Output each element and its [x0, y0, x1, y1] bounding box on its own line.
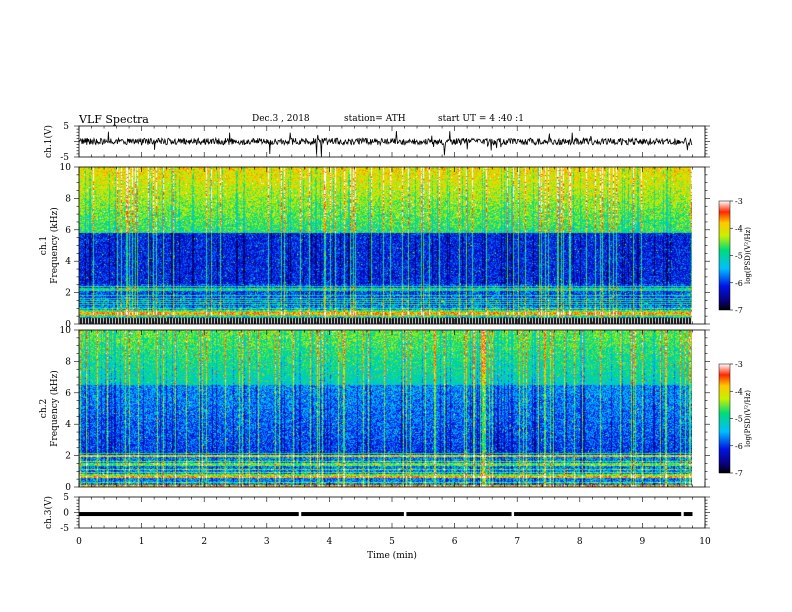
x-tick-label: 9 — [640, 537, 646, 547]
ch1-spectrogram-image — [79, 167, 692, 324]
ch1-spec-ylabel-freq: Frequency (kHz) — [49, 207, 60, 284]
ch1-spec-y-tick-label: 0 — [65, 320, 71, 330]
figure-title: VLF Spectra — [79, 113, 149, 126]
ch2-colorbar — [718, 363, 731, 474]
ch2-colorbar-tick-label: -4 — [735, 387, 743, 396]
ch3-waveform-segment — [406, 512, 512, 517]
ch1-spec-y-tick-label: 2 — [65, 289, 71, 299]
ch1-wave-ylabel: ch.1(V) — [43, 125, 54, 158]
x-tick-label: 1 — [139, 537, 145, 547]
ch1-spec-y-tick-label: 10 — [60, 163, 72, 173]
ch1-colorbar-tick-label: -4 — [735, 224, 743, 233]
ch3-wave-y-tick-label: 5 — [63, 493, 69, 503]
ch2-spectrogram-image — [79, 330, 692, 487]
ch1-colorbar-tick-label: -7 — [735, 306, 743, 315]
ch1-colorbar-tick-label: -3 — [735, 197, 743, 206]
x-tick-label: 4 — [327, 537, 333, 547]
ch2-spec-y-tick-label: 10 — [60, 326, 72, 336]
ch2-spec-y-tick-label: 8 — [65, 357, 71, 367]
header-start-ut: start UT = 4 :40 :1 — [438, 114, 524, 124]
ch1-spec-y-tick-label: 6 — [65, 226, 71, 236]
ch2-spec-y-tick-label: 4 — [65, 420, 71, 430]
ch2-colorbar-label: log(PSD)(V²/Hz) — [744, 390, 752, 447]
ch2-colorbar-tick-label: -3 — [735, 360, 743, 369]
ch3-wave-ylabel: ch.3(V) — [43, 496, 54, 529]
ch1-wave-y-tick-label: -5 — [60, 153, 69, 163]
ch1-colorbar-label: log(PSD)(V²/Hz) — [744, 227, 752, 284]
ch1-waveform-trace — [78, 130, 693, 157]
ch1-spec-y-tick-label: 4 — [65, 257, 71, 267]
x-tick-label: 3 — [264, 537, 270, 547]
ch1-colorbar-tick-label: -5 — [735, 252, 743, 261]
ch1-colorbar — [718, 200, 731, 311]
ch1-colorbar-tick-label: -6 — [735, 279, 743, 288]
x-tick-label: 10 — [699, 537, 711, 547]
ch2-spec-ylabel-freq: Frequency (kHz) — [49, 370, 60, 447]
x-axis-label: Time (min) — [367, 550, 417, 561]
ch2-spec-y-tick-label: 0 — [65, 483, 71, 493]
ch3-waveform-segment — [683, 512, 693, 517]
ch2-spec-y-tick-label: 2 — [65, 452, 71, 462]
ch1-spec-ylabel: ch.1 — [39, 236, 49, 255]
x-tick-label: 2 — [201, 537, 207, 547]
header-station: station= ATH — [344, 114, 406, 124]
x-tick-label: 8 — [577, 537, 583, 547]
x-tick-label: 7 — [514, 537, 520, 547]
ch2-colorbar-tick-label: -5 — [735, 415, 743, 424]
ch3-wave-y-tick-label: 0 — [63, 509, 69, 519]
x-tick-label: 5 — [389, 537, 395, 547]
ch3-waveform-segment — [301, 512, 404, 517]
ch3-wave-y-tick-label: -5 — [60, 524, 69, 534]
ch1-wave-y-tick-label: 5 — [63, 122, 69, 132]
ch3-waveform-segment — [514, 512, 682, 517]
ch2-colorbar-tick-label: -6 — [735, 442, 743, 451]
header-date: Dec.3 , 2018 — [252, 114, 310, 124]
x-tick-label: 0 — [76, 537, 82, 547]
ch2-spec-y-tick-label: 6 — [65, 389, 71, 399]
ch2-colorbar-tick-label: -7 — [735, 469, 743, 478]
ch2-spec-ylabel: ch.2 — [39, 399, 49, 418]
ch1-spec-y-tick-label: 8 — [65, 194, 71, 204]
ch3-waveform-segment — [79, 512, 299, 517]
x-tick-label: 6 — [452, 537, 458, 547]
